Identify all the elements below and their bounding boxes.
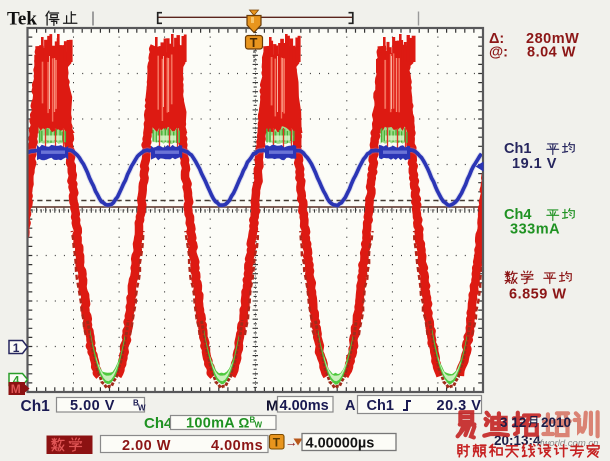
svg-text:8.04 W: 8.04 W xyxy=(527,45,576,61)
svg-text:.rfworld.com.cn: .rfworld.com.cn xyxy=(534,438,598,449)
svg-text:M: M xyxy=(11,382,21,396)
svg-text:T: T xyxy=(250,36,258,50)
svg-text:B: B xyxy=(250,416,256,425)
svg-text:Ch1: Ch1 xyxy=(367,398,394,414)
svg-text:M: M xyxy=(266,398,279,415)
svg-text:Ch1: Ch1 xyxy=(21,398,51,415)
svg-text:280mW: 280mW xyxy=(526,31,579,47)
svg-text:4.00000µs: 4.00000µs xyxy=(306,436,375,452)
svg-text:Ch4: Ch4 xyxy=(144,415,173,432)
svg-text:3 12: 3 12 xyxy=(500,415,526,430)
svg-text:5.00 V: 5.00 V xyxy=(70,398,115,414)
svg-text:B: B xyxy=(133,399,139,408)
svg-text:100mA: 100mA xyxy=(186,415,235,431)
svg-text:19.1 V: 19.1 V xyxy=(512,156,557,172)
svg-text:→: → xyxy=(285,436,298,450)
svg-text:4: 4 xyxy=(13,374,20,388)
svg-text:Δ:: Δ: xyxy=(489,31,504,47)
svg-text:Ch1: Ch1 xyxy=(504,141,531,157)
svg-text:2010: 2010 xyxy=(541,415,571,430)
svg-text:20.3 V: 20.3 V xyxy=(437,398,482,414)
svg-text:T: T xyxy=(273,435,281,449)
svg-text:W: W xyxy=(138,404,146,413)
svg-text:333mA: 333mA xyxy=(510,222,560,238)
svg-text:1: 1 xyxy=(13,341,20,355)
svg-text:W: W xyxy=(255,421,263,430)
svg-text:6.859 W: 6.859 W xyxy=(509,287,567,303)
svg-text:@:: @: xyxy=(489,45,508,61)
svg-text:4.00ms: 4.00ms xyxy=(211,438,263,454)
svg-text:4.00ms: 4.00ms xyxy=(280,398,329,414)
svg-text:Ω: Ω xyxy=(239,415,250,430)
svg-text:A: A xyxy=(345,398,356,414)
svg-text:Tek: Tek xyxy=(7,9,37,30)
svg-text:Ch4: Ch4 xyxy=(504,207,531,223)
svg-text:2.00 W: 2.00 W xyxy=(122,438,171,454)
